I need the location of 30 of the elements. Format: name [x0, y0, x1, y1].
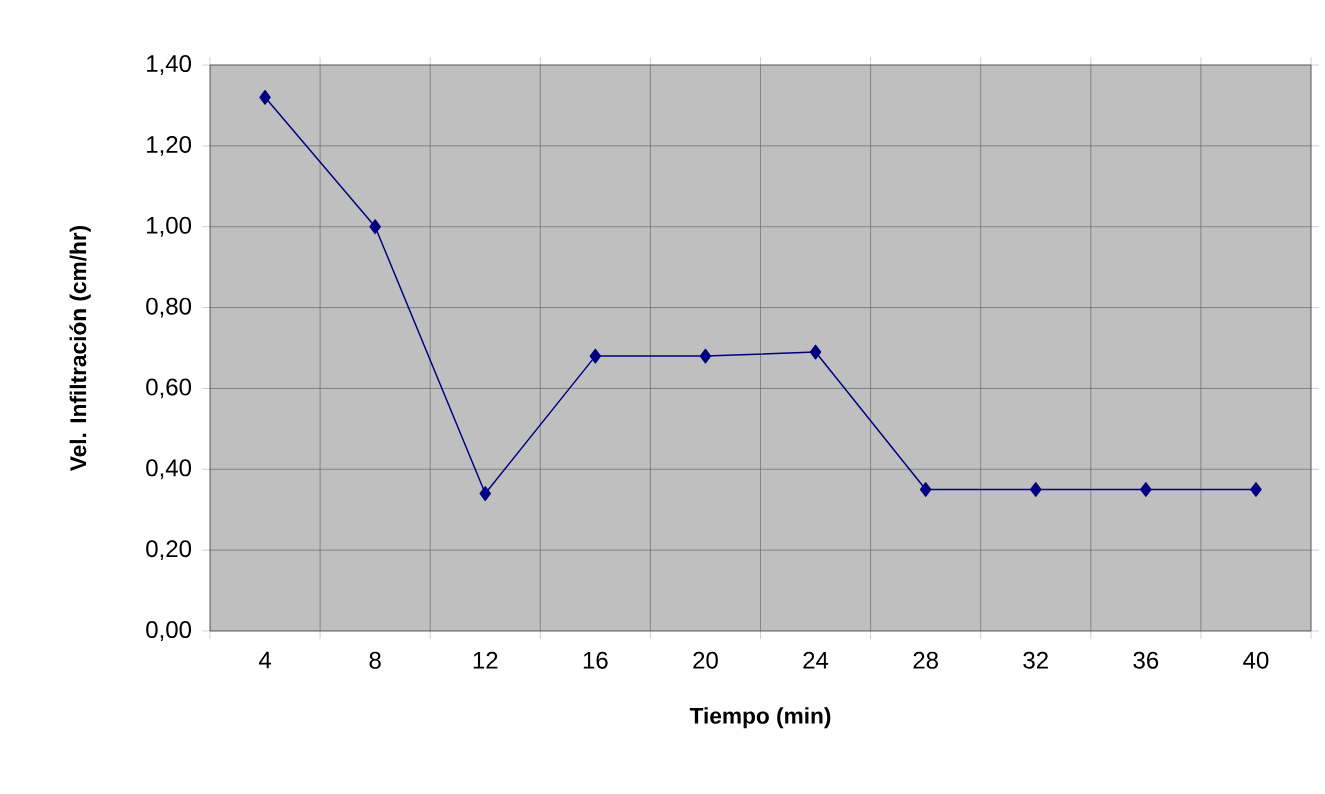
point	[809, 344, 822, 360]
point	[369, 219, 381, 235]
x-tick-label: 24	[803, 651, 829, 669]
y-tick-label: 1,40	[147, 55, 192, 75]
point	[699, 348, 712, 364]
x-tick-label: 20	[693, 651, 718, 669]
y-tick-label: 0,00	[146, 621, 192, 641]
x-tick-label: 36	[1133, 651, 1159, 669]
point	[259, 89, 271, 105]
x-tick-label: 16	[583, 651, 608, 669]
y-axis-title: Vel. Infiltración (cm/hr)	[69, 225, 91, 472]
x-tick-label: 4	[258, 651, 272, 669]
point	[1140, 482, 1152, 497]
point	[919, 482, 932, 497]
point	[1250, 482, 1262, 497]
point	[479, 486, 491, 501]
x-tick-label: 28	[913, 651, 938, 669]
y-tick-label: 1,20	[147, 135, 192, 156]
point	[589, 348, 602, 364]
point	[1030, 482, 1042, 497]
x-tick-label: 12	[473, 651, 498, 669]
y-tick-label: 1,00	[147, 216, 192, 237]
y-tick-label: 0,40	[146, 459, 192, 480]
x-tick-label: 40	[1243, 651, 1269, 669]
x-axis-title: Tiempo (min)	[689, 707, 831, 729]
x-tick-label: 8	[369, 651, 381, 669]
y-tick-label: 0,80	[146, 297, 192, 318]
y-tick-label: 0,60	[146, 378, 192, 399]
y-tick-label: 0,20	[146, 540, 192, 561]
x-tick-label: 32	[1023, 651, 1048, 669]
